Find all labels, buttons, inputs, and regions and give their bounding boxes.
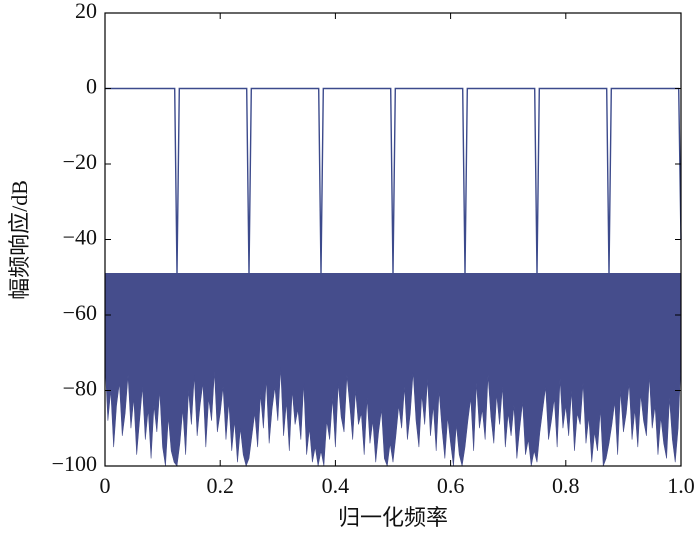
x-tick-label: 1.0 [667,473,695,498]
x-tick-label: 0.4 [322,473,350,498]
x-tick-label: 0.8 [552,473,580,498]
y-tick-label: 20 [75,0,97,23]
y-tick-label: −60 [63,300,97,325]
y-axis-label: 幅频响应/dB [7,180,32,300]
x-axis-label: 归一化频率 [338,505,448,530]
y-tick-label: 0 [86,74,97,99]
x-tick-label: 0 [100,473,111,498]
y-tick-label: −20 [63,149,97,174]
y-tick-label: −40 [63,225,97,250]
x-tick-label: 0.6 [437,473,465,498]
x-tick-label: 0.2 [206,473,234,498]
response-line [105,87,682,274]
y-tick-label: −100 [52,451,97,476]
stopband-area [104,273,682,467]
y-tick-label: −80 [63,376,97,401]
